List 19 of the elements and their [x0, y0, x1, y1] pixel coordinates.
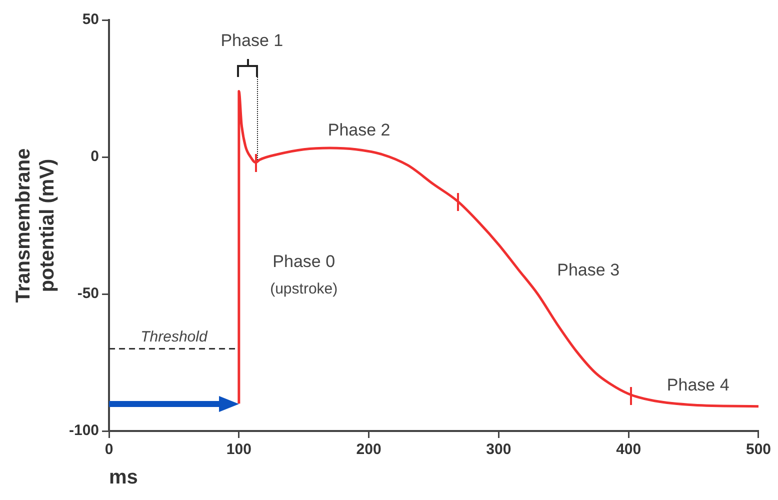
y-tick-label: 50	[82, 11, 100, 28]
x-tick-label: 100	[226, 441, 252, 458]
y-axis-title: Transmembrane potential (mV)	[12, 148, 59, 303]
annotation: (upstroke)	[270, 280, 338, 298]
annotation: Phase 3	[557, 260, 620, 280]
x-axis-title: ms	[109, 466, 138, 489]
x-tick-label: 300	[486, 441, 512, 458]
x-tick-label: 0	[104, 441, 114, 458]
y-tick-label: -100	[68, 422, 100, 440]
ref-line-label: Threshold	[140, 328, 208, 346]
annotation: Phase 4	[666, 375, 730, 394]
annotation: Phase 0	[272, 252, 336, 272]
annotation: Phase 2	[328, 120, 390, 140]
x-tick-label: 400	[616, 441, 642, 458]
x-tick-label: 200	[356, 441, 382, 458]
annotation: Phase 1	[220, 31, 284, 50]
y-tick-label: -50	[77, 285, 100, 302]
y-tick-label: 0	[90, 148, 100, 166]
x-tick-label: 500	[746, 441, 771, 458]
